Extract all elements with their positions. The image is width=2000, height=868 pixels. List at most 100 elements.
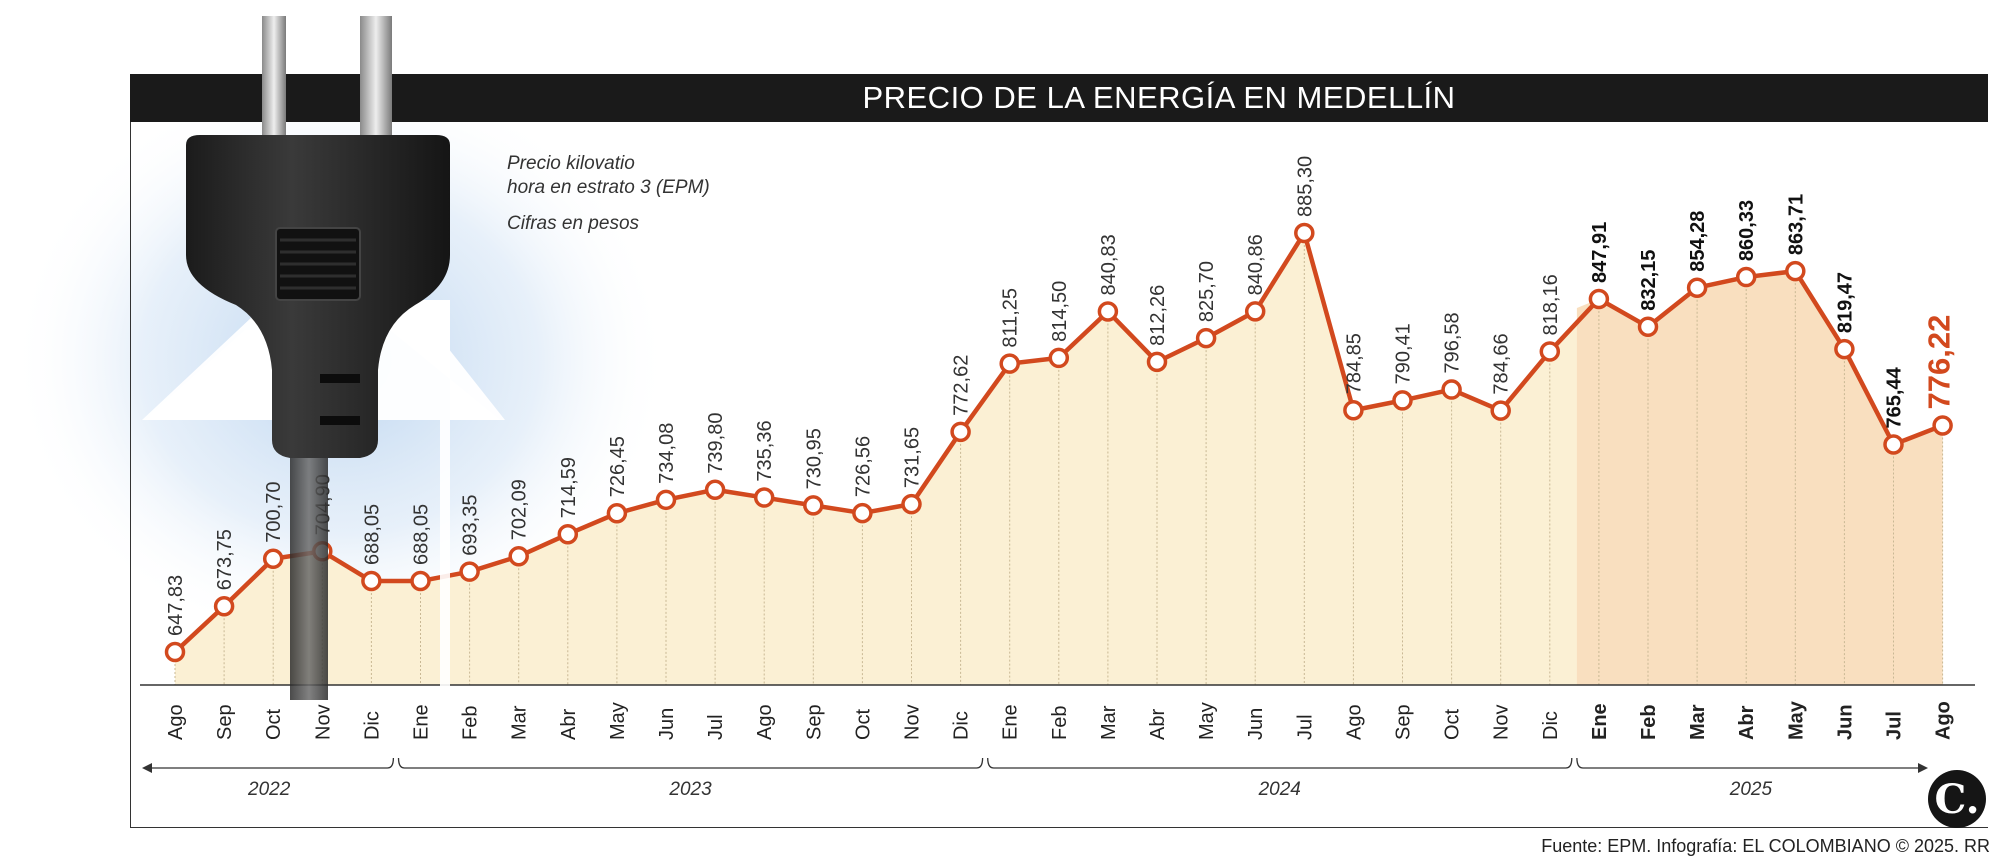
data-label: 726,45 — [607, 436, 629, 497]
data-point — [1195, 327, 1217, 349]
data-label: 825,70 — [1196, 261, 1218, 322]
data-point — [901, 493, 922, 515]
source-credit: Fuente: EPM. Infografía: EL COLOMBIANO ©… — [1541, 836, 1990, 856]
x-tick-label: Jun — [656, 708, 678, 740]
data-label: 814,50 — [1049, 281, 1071, 342]
data-point — [999, 353, 1020, 374]
data-point — [1343, 399, 1364, 421]
data-point — [1490, 400, 1511, 421]
data-point — [557, 523, 579, 545]
data-label: 772,62 — [951, 355, 973, 416]
data-point — [753, 487, 775, 508]
x-tick-label: Ago — [1933, 701, 1955, 740]
x-tick-label: May — [1785, 700, 1807, 740]
data-point — [262, 548, 284, 569]
subtitle-line-1: Precio kilovatio — [507, 153, 635, 174]
data-label: 818,16 — [1540, 274, 1562, 335]
data-point — [852, 502, 873, 524]
x-tick-label: Jun — [1245, 708, 1267, 740]
data-label: 673,75 — [214, 529, 236, 590]
year-arrow-left — [142, 763, 152, 773]
x-tick-label: Jul — [1884, 711, 1906, 740]
logo-text: C. — [1934, 775, 1980, 823]
data-label: 790,41 — [1393, 323, 1415, 384]
data-point — [1294, 222, 1315, 244]
x-tick-label: Feb — [460, 706, 482, 740]
x-tick-label: Ene — [1000, 704, 1022, 740]
data-label: 704,90 — [312, 474, 334, 535]
year-bracket — [987, 757, 1573, 769]
x-tick-label: Nov — [1491, 704, 1513, 740]
data-label: 860,33 — [1736, 200, 1758, 261]
data-point — [1637, 316, 1659, 338]
data-point — [1244, 301, 1266, 322]
year-label: 2023 — [668, 779, 712, 800]
x-tick-label: Sep — [1393, 704, 1415, 740]
data-point — [1097, 301, 1119, 322]
data-label: 688,05 — [361, 504, 383, 565]
data-label: 734,08 — [656, 423, 678, 484]
x-tick-label: Mar — [509, 705, 531, 740]
data-label: 700,70 — [263, 482, 285, 543]
data-label: 854,28 — [1687, 211, 1709, 272]
data-point — [312, 541, 333, 562]
data-point — [1539, 341, 1561, 362]
data-label: 765,44 — [1884, 366, 1906, 428]
chart-subtitle: Precio kilovatio hora en estrato 3 (EPM) — [507, 152, 710, 200]
chart-frame — [130, 122, 1988, 828]
data-point — [1588, 288, 1610, 310]
data-label: 885,30 — [1294, 156, 1316, 217]
data-point — [410, 570, 431, 592]
data-point — [213, 596, 235, 617]
data-label: 863,71 — [1785, 194, 1807, 255]
x-tick-label: Ago — [754, 704, 776, 740]
data-label: 811,25 — [1000, 288, 1022, 348]
data-label: 784,66 — [1491, 333, 1513, 394]
data-point — [361, 570, 382, 592]
year-label: 2022 — [247, 779, 291, 800]
data-point — [459, 561, 480, 582]
data-label: 784,85 — [1343, 333, 1365, 394]
data-label: 647,83 — [165, 575, 187, 636]
x-tick-label: Dic — [361, 711, 383, 740]
x-tick-label: Oct — [852, 708, 874, 740]
x-tick-label: Ene — [1589, 703, 1611, 740]
x-tick-label: Abr — [558, 709, 580, 740]
x-tick-label: Mar — [1687, 704, 1709, 740]
data-point — [1883, 434, 1904, 455]
x-tick-label: Feb — [1049, 706, 1071, 740]
x-tick-label: Mar — [1098, 705, 1120, 740]
year-bracket — [397, 757, 984, 769]
data-label: 819,47 — [1834, 272, 1856, 333]
x-tick-label: May — [1196, 702, 1218, 740]
data-point — [1686, 277, 1708, 298]
x-tick-label: May — [607, 702, 629, 740]
x-tick-label: Nov — [902, 704, 924, 740]
data-point — [704, 479, 726, 500]
data-point — [1146, 351, 1168, 373]
data-label: 726,56 — [852, 436, 874, 497]
x-tick-label: Jul — [705, 714, 727, 740]
data-point — [1785, 260, 1806, 282]
year-bracket — [1576, 757, 1925, 769]
data-point — [606, 503, 628, 524]
year-label: 2025 — [1729, 779, 1773, 800]
data-label: 714,59 — [558, 457, 580, 518]
data-point — [1834, 338, 1855, 360]
el-colombiano-logo-icon: C. — [1928, 770, 1986, 828]
data-point — [1392, 390, 1413, 411]
x-tick-label: Ago — [1343, 704, 1365, 740]
year-label: 2024 — [1258, 779, 1301, 800]
x-tick-label: Sep — [803, 704, 825, 740]
data-label: 847,91 — [1589, 222, 1611, 283]
data-point — [164, 641, 186, 663]
data-point — [1932, 415, 1953, 436]
x-tick-label: Dic — [951, 711, 973, 740]
highlight-area-2025 — [1576, 271, 1943, 685]
data-point — [950, 421, 971, 443]
x-tick-label: Ene — [411, 704, 433, 740]
data-label: 702,09 — [509, 479, 531, 540]
data-label: 840,86 — [1245, 234, 1267, 295]
